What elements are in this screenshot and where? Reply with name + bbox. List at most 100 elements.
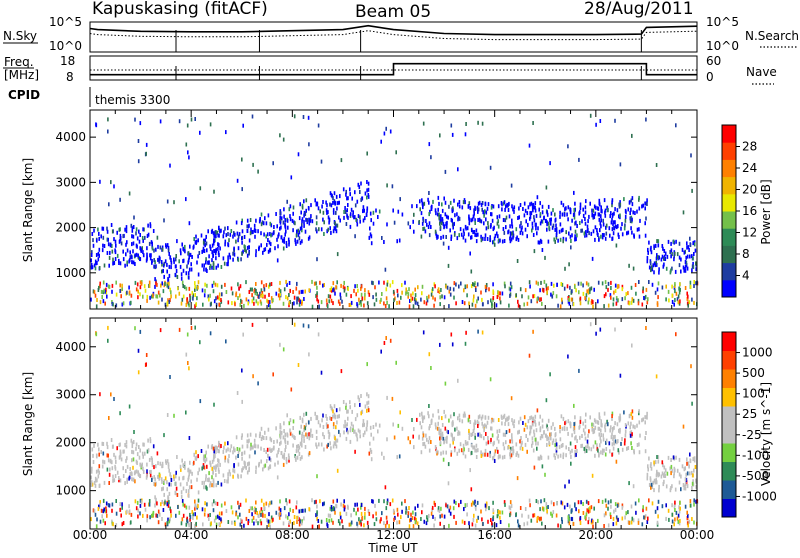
velocity-point [592, 422, 595, 427]
power-point [170, 290, 172, 295]
power-point [205, 260, 207, 265]
power-point [293, 220, 295, 225]
power-point [227, 300, 230, 305]
velocity-point [90, 480, 93, 485]
velocity-point [523, 522, 525, 527]
velocity-point [559, 437, 562, 442]
colorbar-swatch [722, 369, 736, 388]
power-point [410, 298, 412, 303]
velocity-point [131, 477, 133, 482]
power-point [189, 298, 191, 303]
power-point [647, 247, 649, 252]
power-point [336, 280, 338, 285]
y-tick-label: 2000 [55, 221, 86, 235]
power-point [96, 261, 98, 265]
power-point [280, 216, 283, 221]
velocity-point [249, 432, 252, 437]
power-point [292, 211, 294, 216]
velocity-point [329, 513, 332, 518]
power-point [220, 298, 222, 302]
velocity-point [421, 436, 424, 441]
velocity-point [126, 479, 128, 484]
velocity-point [100, 508, 103, 513]
power-point [485, 210, 488, 215]
velocity-point [354, 449, 356, 454]
velocity-point [149, 439, 152, 444]
velocity-point [657, 455, 660, 460]
velocity-point [323, 435, 325, 440]
power-point [139, 257, 141, 261]
velocity-point [308, 451, 311, 456]
velocity-point [478, 414, 481, 419]
power-point [655, 260, 657, 265]
power-point [159, 256, 161, 261]
velocity-point [145, 362, 147, 367]
velocity-point [391, 396, 394, 401]
power-point [689, 243, 692, 247]
power-point [120, 294, 122, 299]
power-point [671, 284, 673, 289]
velocity-point [540, 455, 543, 460]
velocity-point [515, 442, 518, 447]
velocity-point [260, 498, 263, 503]
velocity-point [153, 465, 155, 470]
velocity-point [97, 474, 100, 479]
velocity-point [497, 418, 500, 422]
velocity-point [430, 419, 433, 424]
velocity-point [481, 330, 484, 335]
power-point [446, 220, 448, 225]
velocity-point [644, 449, 647, 454]
velocity-point [212, 483, 215, 488]
velocity-point [260, 437, 263, 441]
velocity-point [211, 459, 214, 464]
power-point [94, 259, 97, 264]
power-point [475, 239, 478, 244]
velocity-point [677, 519, 680, 524]
velocity-point [607, 506, 609, 511]
power-point [452, 225, 454, 230]
velocity-point [581, 443, 583, 448]
velocity-point [268, 523, 270, 527]
velocity-point [102, 442, 105, 446]
power-point [458, 204, 461, 209]
velocity-point [249, 446, 252, 451]
power-point [297, 152, 300, 157]
power-point [510, 285, 513, 290]
velocity-point [248, 509, 251, 513]
power-point [541, 210, 544, 215]
velocity-point [366, 422, 368, 427]
power-point [601, 235, 604, 240]
velocity-point [255, 500, 257, 505]
power-point [533, 205, 535, 210]
power-point [631, 202, 634, 207]
y-tick-label: 3000 [55, 388, 86, 402]
velocity-point [291, 433, 294, 438]
velocity-point [251, 512, 253, 517]
velocity-point [599, 436, 602, 441]
power-point [92, 289, 95, 294]
velocity-point [178, 327, 181, 332]
power-point [308, 217, 310, 222]
power-point [322, 283, 324, 288]
cpid-value: themis 3300 [95, 93, 170, 107]
power-point [529, 211, 531, 216]
velocity-point [223, 445, 225, 450]
power-point [560, 228, 563, 233]
power-point [357, 288, 359, 293]
power-point [428, 294, 430, 299]
power-point [329, 226, 331, 231]
power-point [292, 205, 295, 210]
velocity-point [386, 437, 388, 442]
power-point [315, 201, 318, 206]
velocity-point [227, 458, 229, 463]
power-point [208, 297, 210, 302]
power-point [191, 290, 194, 295]
power-point [558, 229, 561, 234]
velocity-point [186, 481, 188, 486]
power-point [638, 206, 641, 211]
velocity-point [510, 453, 513, 458]
velocity-point [282, 347, 285, 352]
velocity-point [349, 400, 351, 405]
velocity-point [234, 522, 236, 526]
power-point [589, 201, 591, 206]
